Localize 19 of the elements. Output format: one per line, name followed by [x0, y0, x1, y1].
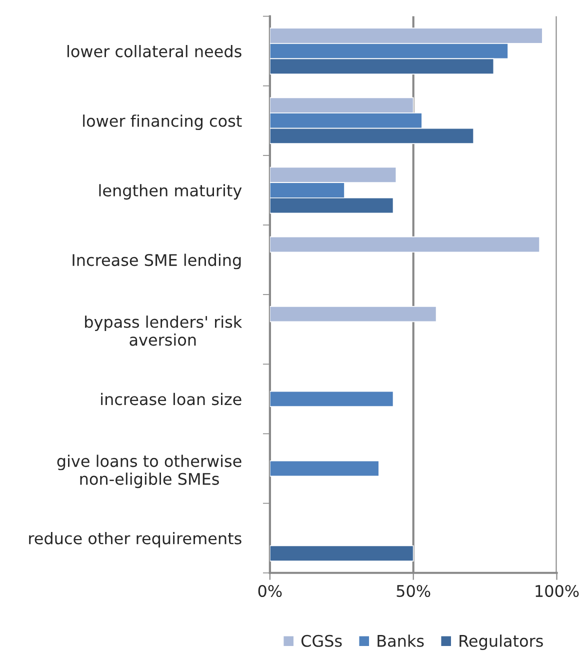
legend-label: Regulators: [460, 634, 543, 650]
x-tick-label: 50%: [396, 584, 430, 598]
x-tick-label: 100%: [536, 584, 579, 598]
legend-label: CGSs: [301, 634, 342, 647]
bar: [270, 545, 414, 562]
bar: [270, 460, 380, 477]
x-tick-label: 0%: [258, 584, 282, 598]
bar: [270, 390, 394, 408]
y-tick-label: lengthen maturity: [99, 184, 242, 200]
y-tick-label: bypass lenders' risk aversion: [85, 316, 242, 346]
y-tick-label: reduce other requirements: [29, 532, 242, 548]
y-tick-label: lower collateral needs: [68, 44, 242, 58]
legend-label: Banks: [378, 634, 424, 647]
y-tick-label: increase loan size: [101, 392, 242, 406]
bar: [270, 306, 437, 322]
y-tick-label: Increase SME lending: [72, 254, 241, 270]
bar: [270, 236, 540, 253]
y-tick-label: give loans to otherwise non-eligible SMEs: [57, 454, 242, 488]
y-tick-label: lower financing cost: [83, 114, 242, 130]
